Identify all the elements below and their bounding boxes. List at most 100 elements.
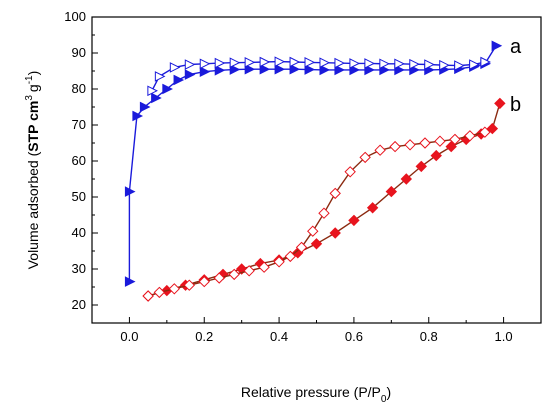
data-point xyxy=(385,185,398,198)
data-point xyxy=(491,40,503,52)
data-point xyxy=(479,126,491,138)
data-point xyxy=(439,59,450,71)
data-point xyxy=(319,64,331,76)
y-axis-title-main: Volume adsorbed ( xyxy=(25,151,41,269)
y-axis-title-sup1: 3 xyxy=(24,95,35,101)
y-tick-label: 30 xyxy=(72,261,86,276)
data-point xyxy=(304,64,316,75)
data-point xyxy=(147,85,158,97)
ticks-layer: 0.0 0.2 0.4 0.6 0.8 1.0 20 30 40 50 60 70 80 90 100 xyxy=(64,9,542,344)
data-point xyxy=(139,101,151,113)
data-point xyxy=(307,225,319,237)
data-point xyxy=(454,60,465,71)
data-point xyxy=(295,241,308,254)
data-point xyxy=(389,140,401,153)
data-point xyxy=(259,63,271,75)
data-point xyxy=(359,151,371,164)
data-point xyxy=(169,62,181,73)
data-point xyxy=(469,59,480,70)
data-point xyxy=(404,139,416,151)
y-tick-label: 50 xyxy=(72,189,86,204)
series-label-b: b xyxy=(510,94,521,116)
y-axis-title-sup2: -1 xyxy=(24,75,35,84)
series-0-adsorption xyxy=(124,40,503,287)
data-point xyxy=(348,214,360,227)
data-point xyxy=(424,59,435,70)
data-point xyxy=(430,149,442,162)
data-point xyxy=(273,256,285,268)
y-axis-title-tail: ) xyxy=(25,71,41,76)
data-point xyxy=(151,92,162,104)
x-axis-title: Relative pressure (P/P0) xyxy=(241,384,391,405)
y-tick-label: 80 xyxy=(72,81,86,96)
data-point xyxy=(334,57,346,69)
data-point xyxy=(213,272,225,284)
data-point xyxy=(235,263,248,275)
series-layer xyxy=(124,40,506,302)
data-point xyxy=(124,276,136,287)
data-point xyxy=(124,186,136,197)
y-tick-label: 40 xyxy=(72,225,86,240)
data-point xyxy=(464,130,476,142)
data-point xyxy=(183,279,195,291)
data-point xyxy=(274,56,286,67)
x-axis-title-sub: 0 xyxy=(381,394,387,405)
data-point xyxy=(289,56,301,68)
series-line xyxy=(147,103,501,297)
data-point xyxy=(244,57,256,68)
data-point xyxy=(329,227,341,239)
data-point xyxy=(445,140,457,153)
data-point xyxy=(132,110,144,122)
data-point xyxy=(349,64,361,76)
data-point xyxy=(334,64,346,76)
data-point xyxy=(329,187,341,200)
data-point xyxy=(229,64,241,75)
data-point xyxy=(142,290,154,302)
data-point xyxy=(364,58,376,69)
data-point xyxy=(379,58,390,70)
x-tick-label: 0.8 xyxy=(420,329,438,344)
data-point xyxy=(344,166,356,178)
data-point xyxy=(480,56,491,68)
data-point xyxy=(366,202,379,214)
series-label-a: a xyxy=(510,36,522,58)
data-point xyxy=(349,58,361,69)
y-axis-title-unit: STP cm xyxy=(25,101,41,152)
data-point xyxy=(184,59,196,70)
data-point xyxy=(154,71,166,82)
x-axis-title-tail: ) xyxy=(386,384,391,400)
data-point xyxy=(434,135,446,147)
data-point xyxy=(400,173,413,185)
y-tick-label: 100 xyxy=(64,9,86,24)
data-point xyxy=(173,74,185,86)
series-1-desorption xyxy=(147,56,491,97)
y-tick-label: 60 xyxy=(72,153,86,168)
data-point xyxy=(162,83,173,95)
data-point xyxy=(415,160,427,173)
data-point xyxy=(409,58,420,70)
data-point xyxy=(184,69,196,80)
series-2-adsorption xyxy=(142,97,506,302)
data-point xyxy=(258,261,270,273)
data-point xyxy=(319,57,331,69)
data-point xyxy=(318,207,330,219)
data-point xyxy=(199,66,211,78)
data-point xyxy=(374,144,386,156)
data-point xyxy=(486,122,499,135)
data-point xyxy=(494,97,506,110)
y-tick-label: 90 xyxy=(72,45,86,60)
series-3-desorption xyxy=(142,126,491,302)
data-point xyxy=(229,57,241,69)
x-tick-label: 0.4 xyxy=(270,329,288,344)
data-point xyxy=(394,58,405,70)
data-point xyxy=(168,283,181,295)
data-point xyxy=(364,64,376,76)
data-point xyxy=(304,57,316,68)
data-point xyxy=(289,63,301,75)
x-tick-label: 0.0 xyxy=(120,329,138,344)
x-tick-label: 0.6 xyxy=(345,329,363,344)
data-point xyxy=(199,58,211,70)
data-point xyxy=(243,265,255,277)
data-point xyxy=(228,268,240,281)
